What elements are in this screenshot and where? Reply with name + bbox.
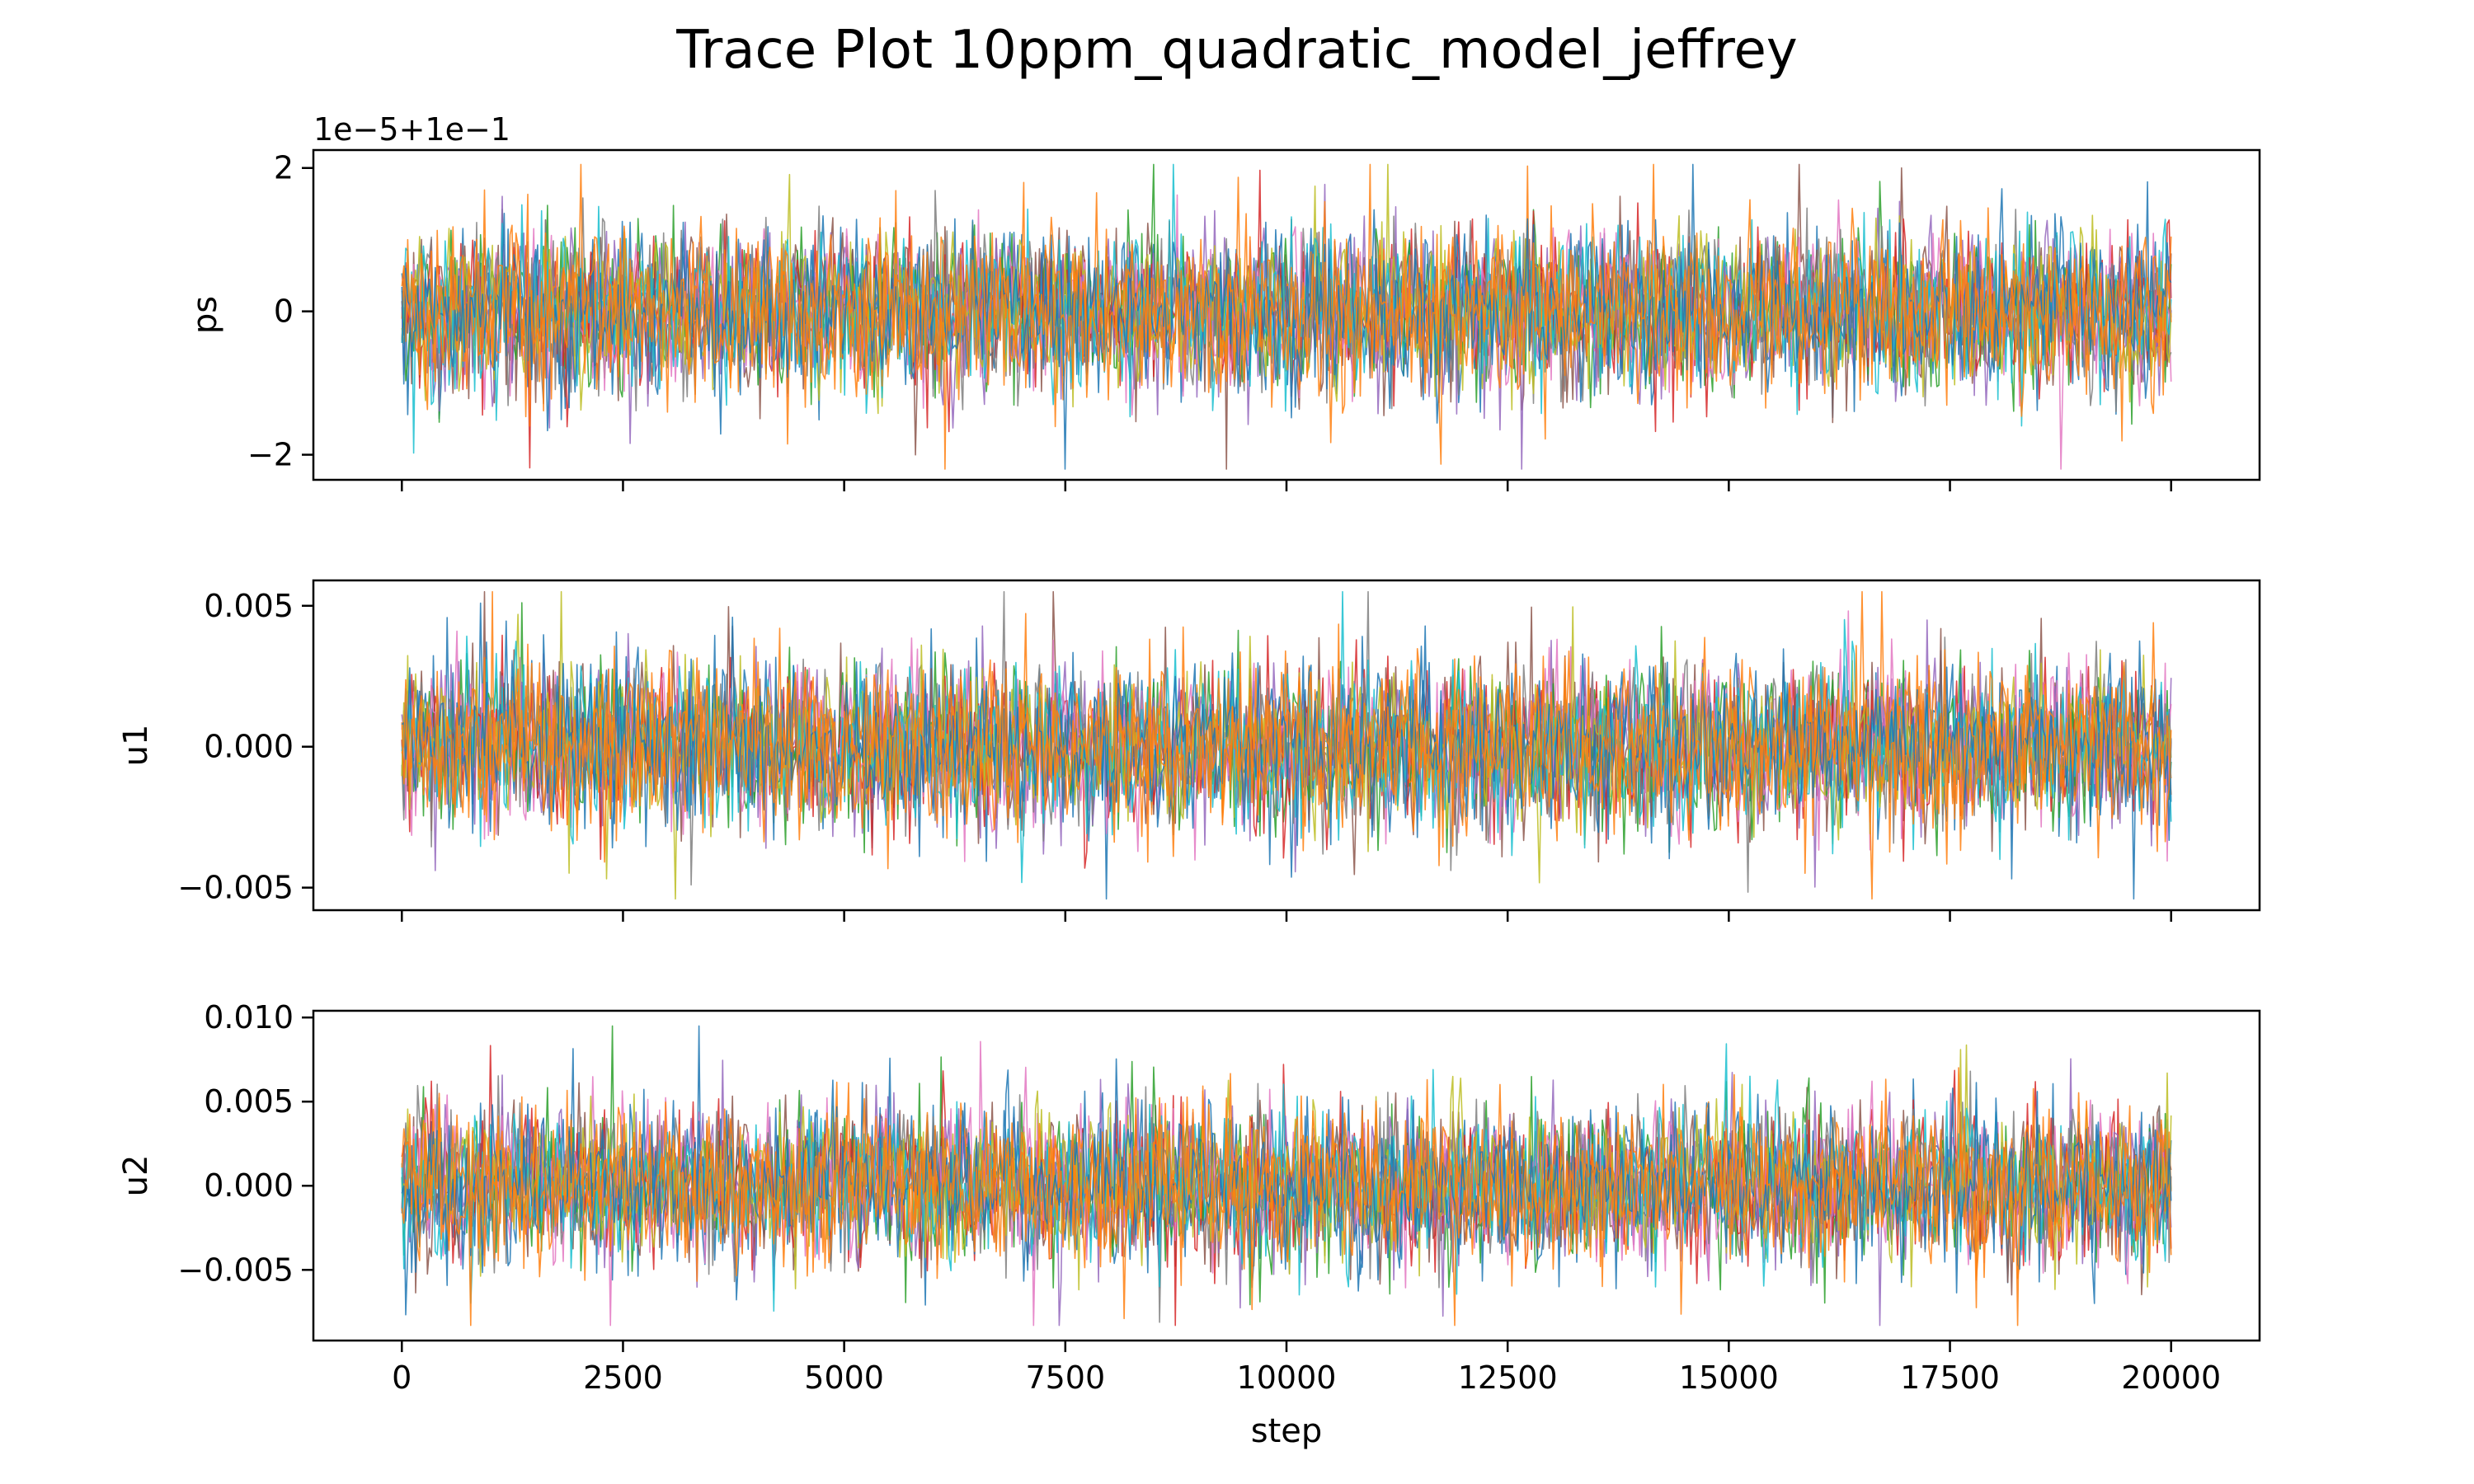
u2-traces — [401, 1025, 2172, 1327]
u1-y-ticks: −0.005 0.000 0.005 — [177, 588, 313, 906]
panel-ps: −2 0 2 1e−5+1e−1 ps — [186, 111, 2261, 491]
u2-y-tick-label: −0.005 — [177, 1252, 294, 1288]
ps-walker-trace — [401, 163, 2172, 470]
u2-y-axis-label: u2 — [117, 1155, 155, 1197]
ps-offset-text: 1e−5+1e−1 — [313, 111, 510, 148]
ps-y-tick-label: 2 — [274, 150, 294, 186]
u2-y-tick-label: 0.005 — [204, 1083, 294, 1120]
u1-traces — [401, 590, 2172, 900]
u2-x-ticks: 0 2500 5000 7500 10000 12500 15000 17500 20000 — [392, 1341, 2221, 1396]
ps-y-axis-label: ps — [186, 296, 224, 334]
ps-y-tick-label: 0 — [274, 294, 294, 330]
chart-title: Trace Plot 10ppm_quadratic_model_jeffrey — [675, 20, 1797, 81]
panel-u2: −0.005 0.000 0.005 0.010 0 2500 5000 7500 10000… — [117, 999, 2261, 1396]
x-axis-label: step — [1251, 1412, 1323, 1450]
x-tick-label: 2500 — [583, 1360, 663, 1396]
x-tick-label: 5000 — [804, 1360, 884, 1396]
ps-y-ticks: −2 0 2 — [247, 150, 313, 473]
u1-walker-trace — [401, 590, 2172, 900]
u2-y-ticks: −0.005 0.000 0.005 0.010 — [177, 999, 313, 1288]
x-tick-label: 0 — [392, 1360, 412, 1396]
x-tick-label: 12500 — [1458, 1360, 1558, 1396]
u2-y-tick-label: 0.000 — [204, 1167, 294, 1204]
ps-walker-trace — [401, 163, 2172, 454]
ps-y-tick-label: −2 — [247, 437, 294, 473]
ps-traces — [401, 163, 2172, 470]
u1-y-tick-label: 0.000 — [204, 729, 294, 765]
u1-y-tick-label: 0.005 — [204, 588, 294, 624]
x-tick-label: 15000 — [1679, 1360, 1779, 1396]
ps-x-ticks — [401, 480, 2172, 491]
x-tick-label: 17500 — [1900, 1360, 2000, 1396]
x-tick-label: 7500 — [1025, 1360, 1105, 1396]
x-tick-label: 20000 — [2121, 1360, 2221, 1396]
u1-walker-trace — [401, 616, 2172, 880]
u2-walker-trace — [401, 1067, 2172, 1327]
panel-u1: −0.005 0.000 0.005 u1 — [117, 579, 2261, 922]
u1-y-axis-label: u1 — [117, 725, 155, 767]
u2-y-tick-label: 0.010 — [204, 999, 294, 1036]
x-tick-label: 10000 — [1237, 1360, 1337, 1396]
u1-y-tick-label: −0.005 — [177, 870, 294, 906]
u1-x-ticks — [401, 910, 2172, 922]
